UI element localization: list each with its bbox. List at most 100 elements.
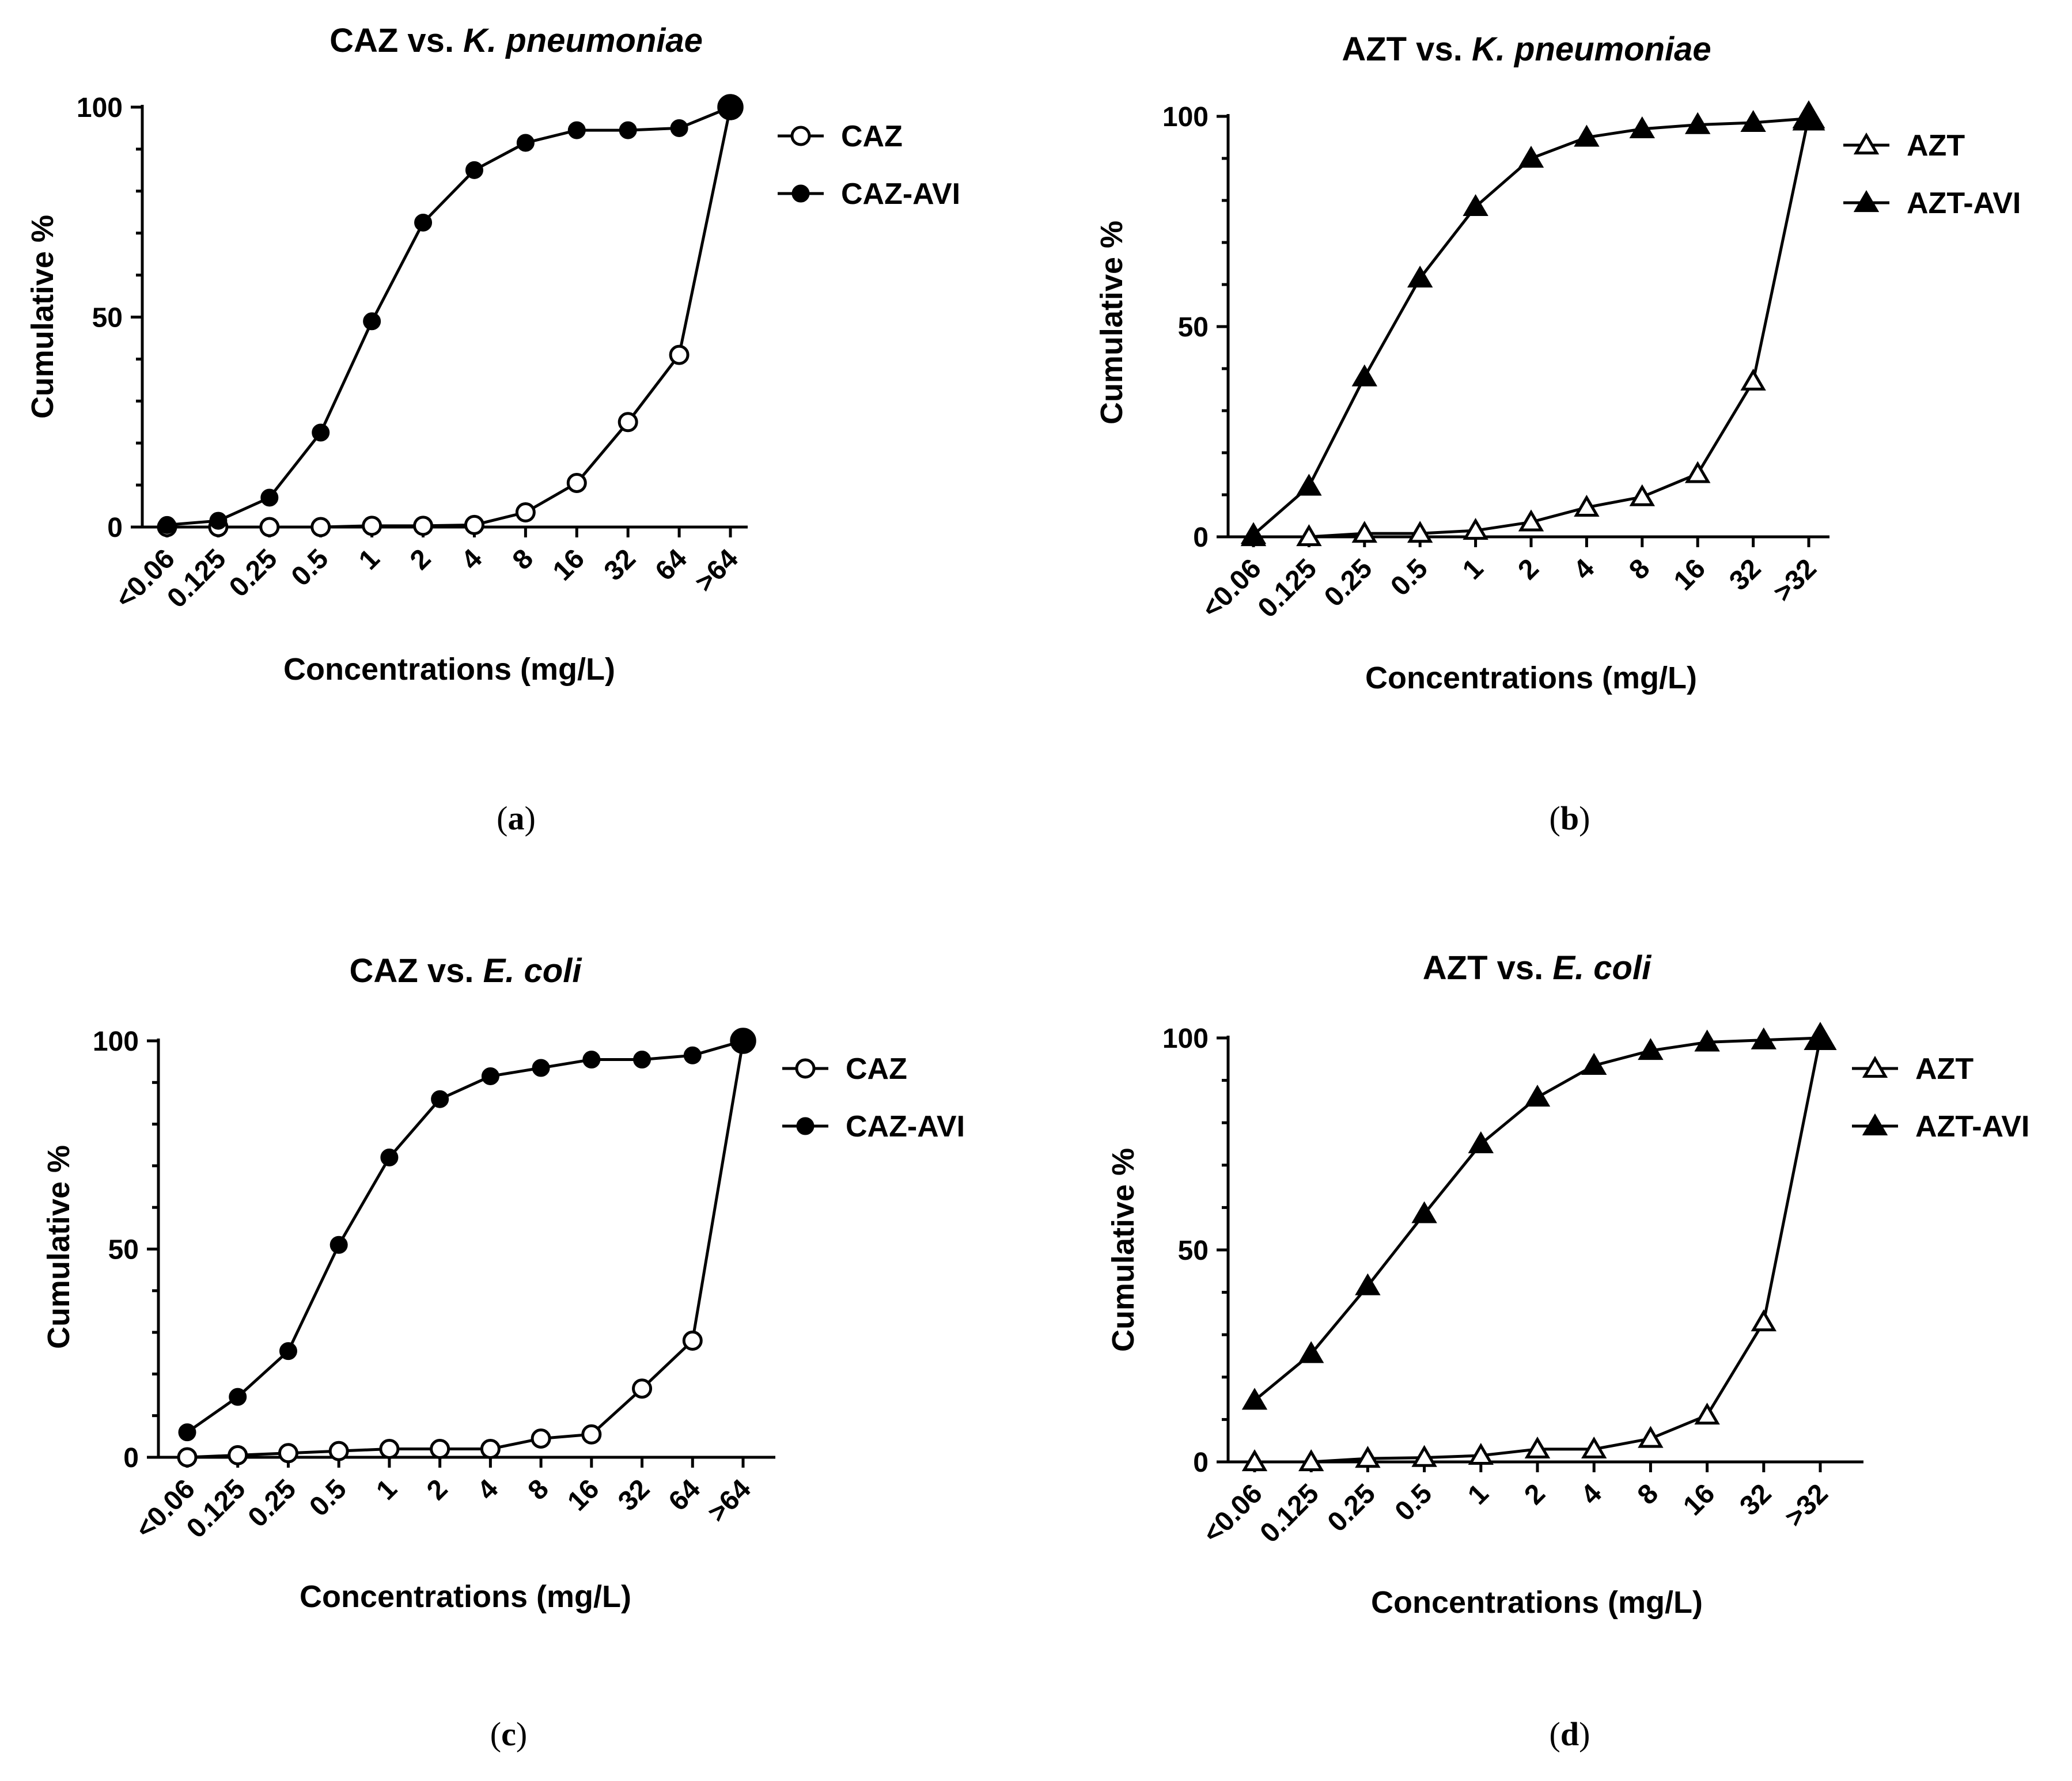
x-tick-label: 0.25 xyxy=(1322,1478,1382,1538)
series-line-azt xyxy=(1253,116,1810,539)
legend-marker xyxy=(1853,190,1880,213)
series-line-caz-avi xyxy=(166,105,731,526)
data-point-caz-avi xyxy=(414,213,433,232)
x-tick-label: <0.06 xyxy=(109,543,180,614)
x-tick-label: 64 xyxy=(650,543,693,586)
panel-label-close: ) xyxy=(1579,1715,1590,1753)
x-tick-label: 0.5 xyxy=(1385,553,1434,602)
x-tick-label: 16 xyxy=(1668,553,1711,596)
x-axis-label: Concentrations (mg/L) xyxy=(300,1579,631,1614)
x-tick-label: 4 xyxy=(472,1473,505,1506)
x-tick-label: <0.06 xyxy=(130,1473,200,1544)
data-point-azt xyxy=(1524,1436,1551,1459)
data-point-caz xyxy=(430,1439,450,1460)
y-tick-label: 0 xyxy=(123,1443,139,1473)
y-tick-label: 50 xyxy=(1178,1236,1209,1266)
x-tick-label: 4 xyxy=(1575,1478,1608,1511)
x-tick-label: 0.125 xyxy=(181,1473,251,1544)
y-axis-label: Cumulative % xyxy=(1094,221,1129,425)
y-tick-label: 50 xyxy=(92,303,123,334)
x-tick-label: 2 xyxy=(404,543,437,575)
x-tick-label: 8 xyxy=(507,543,539,575)
x-tick-label: 1 xyxy=(1457,553,1489,585)
panel-label: (d) xyxy=(1550,1715,1590,1753)
data-point-azt xyxy=(1463,518,1488,540)
legend-marker xyxy=(796,1117,815,1135)
data-point-caz-avi xyxy=(683,1046,702,1064)
x-tick-label: 8 xyxy=(1632,1478,1664,1510)
panel-label-close: ) xyxy=(516,1715,527,1753)
x-tick-label: 0.5 xyxy=(286,543,335,592)
data-point-caz-avi xyxy=(670,119,688,137)
data-point-azt-avi xyxy=(1684,112,1711,134)
panel-label: (b) xyxy=(1550,799,1590,837)
data-point-azt-avi xyxy=(1518,146,1544,168)
x-tick-label: 8 xyxy=(1623,553,1656,585)
data-point-azt-avi xyxy=(1296,473,1322,496)
x-tick-label: 0.25 xyxy=(243,1473,302,1533)
x-tick-label: 16 xyxy=(1677,1478,1721,1521)
data-point-caz-avi xyxy=(633,1051,651,1069)
chart-title-main: CAZ vs. xyxy=(350,952,483,990)
x-tick-label: 32 xyxy=(1723,553,1767,596)
data-point-azt-avi xyxy=(1574,124,1600,147)
legend-label: AZT-AVI xyxy=(1915,1110,2029,1143)
data-point-azt xyxy=(1574,494,1600,517)
data-point-caz-avi xyxy=(465,161,483,179)
x-tick-label: 2 xyxy=(1518,1478,1551,1510)
data-point-caz-avi xyxy=(481,1067,499,1085)
x-tick-label: <0.06 xyxy=(1197,1478,1268,1549)
panel-label: (a) xyxy=(497,799,536,837)
panel-label-letter: b xyxy=(1560,799,1579,837)
data-point-azt-avi xyxy=(1351,364,1378,386)
data-point-caz xyxy=(566,472,587,493)
data-point-caz-avi xyxy=(380,1148,399,1166)
panel-label-close: ) xyxy=(525,799,536,837)
legend-marker xyxy=(1853,132,1880,155)
data-point-azt xyxy=(1241,1449,1268,1472)
chart-title-main: AZT vs. xyxy=(1342,31,1472,68)
data-point-caz-avi xyxy=(718,95,743,119)
x-tick-label: 1 xyxy=(370,1473,403,1506)
chart-title-species: K. pneumoniae xyxy=(1472,31,1711,68)
data-point-azt xyxy=(1581,1436,1607,1459)
data-point-caz xyxy=(278,1443,298,1464)
data-point-azt xyxy=(1684,461,1711,483)
legend-label: CAZ xyxy=(846,1052,907,1086)
panel-label-open: ( xyxy=(497,799,507,837)
x-tick-label: 0.25 xyxy=(1319,553,1378,613)
x-tick-label: 2 xyxy=(421,1473,453,1506)
data-point-azt-avi xyxy=(1638,1038,1664,1060)
x-tick-label: 0.125 xyxy=(161,543,232,613)
legend-marker xyxy=(1862,1056,1888,1078)
data-point-azt xyxy=(1638,1426,1664,1448)
legend-label: AZT-AVI xyxy=(1907,187,2021,220)
chart-panel-b: AZT vs. K. pneumoniae 0 50 100 <0.060.1250.2… xyxy=(1094,31,2021,837)
data-point-caz xyxy=(228,1445,248,1465)
data-point-caz-avi xyxy=(516,134,535,152)
data-point-azt-avi xyxy=(1694,1029,1720,1052)
data-point-azt-avi xyxy=(1581,1052,1607,1075)
data-point-azt xyxy=(1411,1445,1437,1467)
y-axis-label: Cumulative % xyxy=(41,1145,76,1349)
data-point-caz xyxy=(310,517,331,537)
data-point-caz-avi xyxy=(209,511,228,530)
series-line-azt-avi xyxy=(1252,117,1809,536)
data-point-caz-avi xyxy=(158,516,176,534)
data-point-caz-avi xyxy=(279,1342,297,1361)
y-tick-label: 100 xyxy=(1162,1024,1209,1054)
legend-label: AZT xyxy=(1907,129,1965,162)
x-tick-label: 16 xyxy=(562,1473,605,1517)
data-point-caz xyxy=(480,1439,501,1460)
data-point-caz-avi xyxy=(178,1423,196,1442)
x-tick-label: 8 xyxy=(522,1473,555,1506)
legend-marker xyxy=(791,184,810,203)
data-point-azt xyxy=(1629,484,1656,506)
data-point-caz xyxy=(632,1378,653,1399)
data-point-azt xyxy=(1355,1446,1381,1468)
panel-label-open: ( xyxy=(1550,799,1560,837)
legend-marker xyxy=(1862,1113,1888,1136)
chart-title-species: E. coli xyxy=(483,952,583,990)
x-axis-label: Concentrations (mg/L) xyxy=(1365,661,1697,695)
chart-panel-a: CAZ vs. K. pneumoniae 0 50 100 <0.060.1250.2… xyxy=(25,22,960,837)
